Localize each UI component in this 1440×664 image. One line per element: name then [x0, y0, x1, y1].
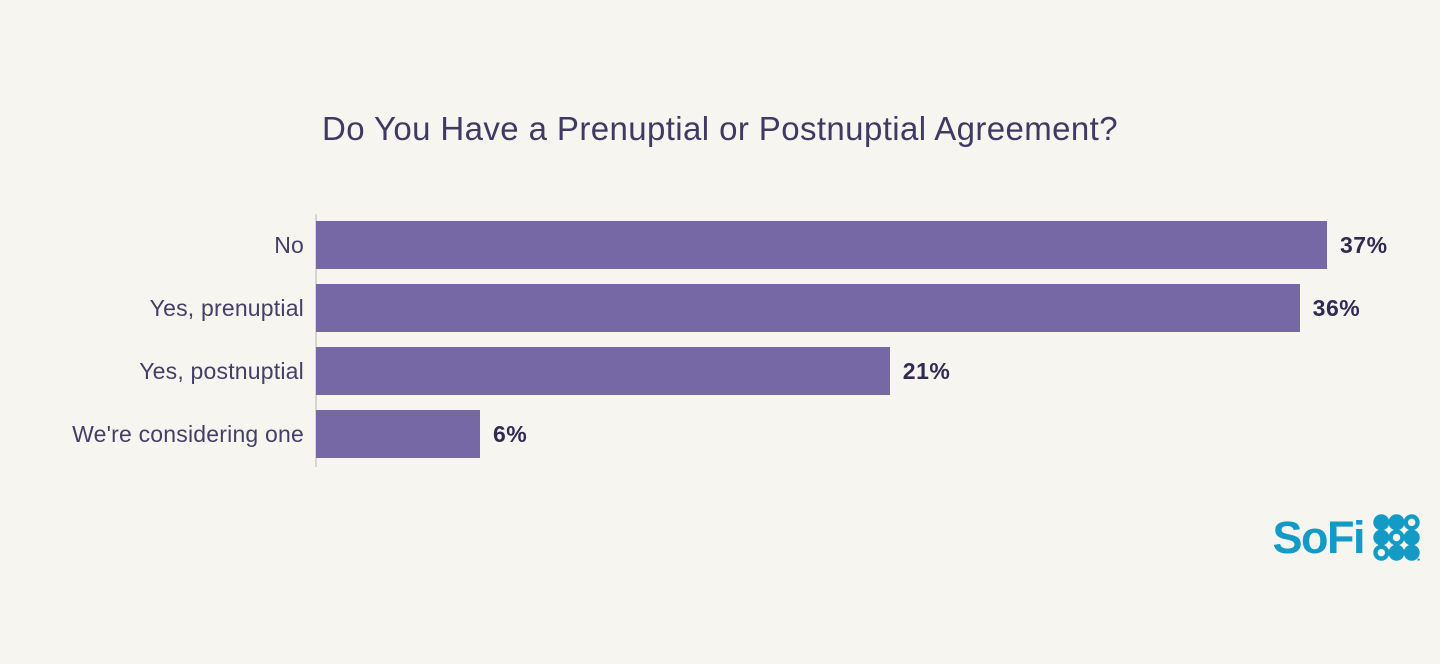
sofi-dot-grid-icon	[1373, 514, 1420, 561]
chart-row: We're considering one 6%	[0, 410, 1440, 458]
value-label: 6%	[492, 420, 528, 447]
logo-dot-filled	[1403, 544, 1420, 561]
y-axis-line	[315, 214, 317, 467]
trademark-dot	[1417, 558, 1420, 561]
logo-dot-ring	[1388, 529, 1405, 546]
chart-title: Do You Have a Prenuptial or Postnuptial …	[321, 110, 1118, 147]
logo-dot-ring	[1403, 514, 1420, 531]
bar-track: 21%	[316, 347, 1327, 395]
bar	[316, 221, 1327, 269]
value-label: 36%	[1312, 294, 1361, 321]
logo-dot-filled	[1403, 529, 1420, 546]
sofi-wordmark: SoFi	[1272, 512, 1366, 563]
logo-dot-filled	[1388, 514, 1405, 531]
chart-rows: No 37% Yes, prenuptial 36% Yes, postnuptial 2…	[0, 221, 1440, 458]
bar-track: 36%	[316, 284, 1360, 332]
chart-row: Yes, postnuptial 21%	[0, 347, 1440, 395]
category-label: No	[274, 231, 304, 258]
value-label: 37%	[1340, 231, 1388, 258]
bar	[316, 410, 480, 458]
sofi-logo: SoFi	[1273, 514, 1421, 561]
logo-dot-ring	[1373, 544, 1390, 561]
chart-row: No 37%	[0, 221, 1440, 269]
bar-track: 6%	[316, 410, 1327, 458]
category-label: Yes, prenuptial	[149, 294, 304, 321]
bar-track: 37%	[316, 221, 1387, 269]
category-label: We're considering one	[72, 420, 304, 447]
bar-chart: No 37% Yes, prenuptial 36% Yes, postnuptial 2…	[0, 214, 1440, 467]
bar	[316, 347, 890, 395]
chart-row: Yes, prenuptial 36%	[0, 284, 1440, 332]
bar	[316, 284, 1300, 332]
value-label: 21%	[902, 357, 951, 384]
logo-dot-filled	[1373, 529, 1390, 546]
category-label: Yes, postnuptial	[139, 357, 304, 384]
logo-dot-filled	[1388, 544, 1405, 561]
logo-dot-filled	[1373, 514, 1390, 531]
